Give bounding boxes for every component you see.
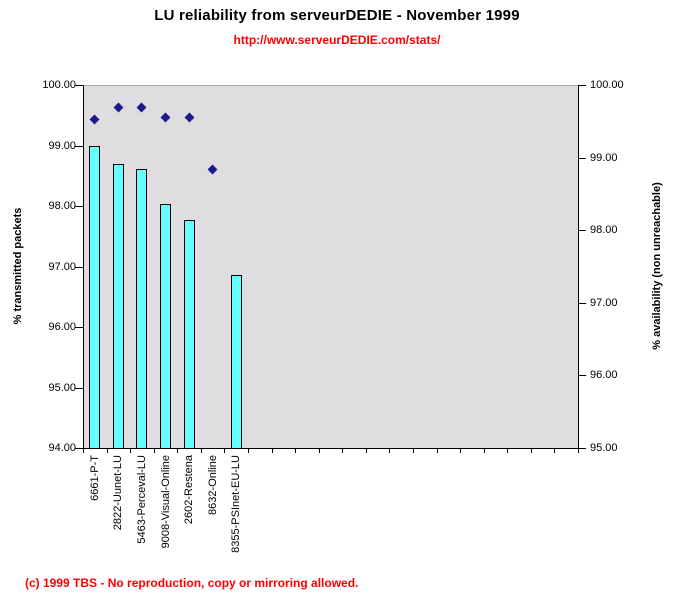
- x-tick-mark: [154, 448, 155, 453]
- x-tick-mark: [389, 448, 390, 453]
- y-tick-mark-right: [578, 448, 586, 449]
- diamond-marker-2602-Restena: [184, 112, 195, 123]
- x-tick-mark: [319, 448, 320, 453]
- y-tick-label-left: 97.00: [48, 261, 76, 273]
- y-tick-label-left: 94.00: [48, 442, 76, 454]
- y-tick-mark-left: [75, 448, 83, 449]
- diamond-marker-5463-Perceval-LU: [136, 102, 147, 113]
- x-tick-mark: [130, 448, 131, 453]
- y-tick-label-left: 99.00: [48, 140, 76, 152]
- x-tick-mark: [248, 448, 249, 453]
- y-tick-label-left: 100.00: [42, 79, 76, 91]
- x-tick-mark: [295, 448, 296, 453]
- x-tick-mark: [201, 448, 202, 453]
- y-tick-mark-left: [75, 146, 83, 147]
- x-tick-mark: [272, 448, 273, 453]
- chart-subtitle-url: http://www.serveurDEDIE.com/stats/: [233, 33, 441, 47]
- x-tick-mark: [366, 448, 367, 453]
- x-tick-mark: [484, 448, 485, 453]
- x-tick-mark: [531, 448, 532, 453]
- x-category-label: 5463-Perceval-LU: [136, 455, 148, 544]
- bar-2822-Uunet-LU: [113, 164, 124, 449]
- diamond-marker-9008-Visual-Online: [160, 112, 171, 123]
- y-tick-label-left: 98.00: [48, 200, 76, 212]
- y-tick-label-right: 97.00: [590, 297, 618, 309]
- y-tick-label-left: 96.00: [48, 321, 76, 333]
- x-category-label: 8632-Online: [207, 455, 219, 515]
- x-category-label: 8355-PSInet-EU-LU: [230, 455, 242, 553]
- y-tick-mark-left: [75, 327, 83, 328]
- y-tick-label-left: 95.00: [48, 382, 76, 394]
- x-category-label: 6661-P-T: [89, 455, 101, 501]
- x-category-label: 9008-Visual-Online: [160, 455, 172, 549]
- y-tick-mark-right: [578, 230, 586, 231]
- y-tick-label-right: 98.00: [590, 224, 618, 236]
- bar-9008-Visual-Online: [160, 204, 171, 449]
- copyright-notice: (c) 1999 TBS - No reproduction, copy or …: [25, 576, 359, 590]
- y-tick-mark-left: [75, 388, 83, 389]
- y-tick-label-right: 99.00: [590, 152, 618, 164]
- y-tick-mark-left: [75, 85, 83, 86]
- y-tick-mark-right: [578, 303, 586, 304]
- y-tick-mark-right: [578, 85, 586, 86]
- diamond-marker-2822-Uunet-LU: [113, 102, 124, 113]
- bar-5463-Perceval-LU: [136, 169, 147, 449]
- x-tick-mark: [413, 448, 414, 453]
- left-axis-title: % transmitted packets: [12, 207, 24, 325]
- x-tick-mark: [107, 448, 108, 453]
- y-tick-mark-left: [75, 206, 83, 207]
- x-tick-mark: [507, 448, 508, 453]
- x-tick-mark: [460, 448, 461, 453]
- bar-8355-PSInet-EU-LU: [231, 275, 242, 449]
- x-category-label: 2822-Uunet-LU: [112, 455, 124, 531]
- y-tick-mark-left: [75, 267, 83, 268]
- bar-6661-P-T: [89, 146, 100, 449]
- diamond-marker-8632-Online: [207, 164, 218, 175]
- diamond-marker-6661-P-T: [89, 114, 100, 125]
- x-tick-mark: [554, 448, 555, 453]
- x-tick-mark: [342, 448, 343, 453]
- x-tick-mark: [177, 448, 178, 453]
- y-tick-label-right: 95.00: [590, 442, 618, 454]
- x-tick-mark: [83, 448, 84, 453]
- y-tick-mark-right: [578, 375, 586, 376]
- y-tick-label-right: 96.00: [590, 369, 618, 381]
- chart-title: LU reliability from serveurDEDIE - Novem…: [154, 7, 520, 24]
- bar-2602-Restena: [184, 220, 195, 449]
- right-axis-title: % availability (non unreachable): [651, 182, 663, 350]
- x-tick-mark: [224, 448, 225, 453]
- x-tick-mark: [437, 448, 438, 453]
- x-tick-mark: [578, 448, 579, 453]
- x-category-label: 2602-Restena: [183, 455, 195, 525]
- y-tick-label-right: 100.00: [590, 79, 624, 91]
- y-tick-mark-right: [578, 158, 586, 159]
